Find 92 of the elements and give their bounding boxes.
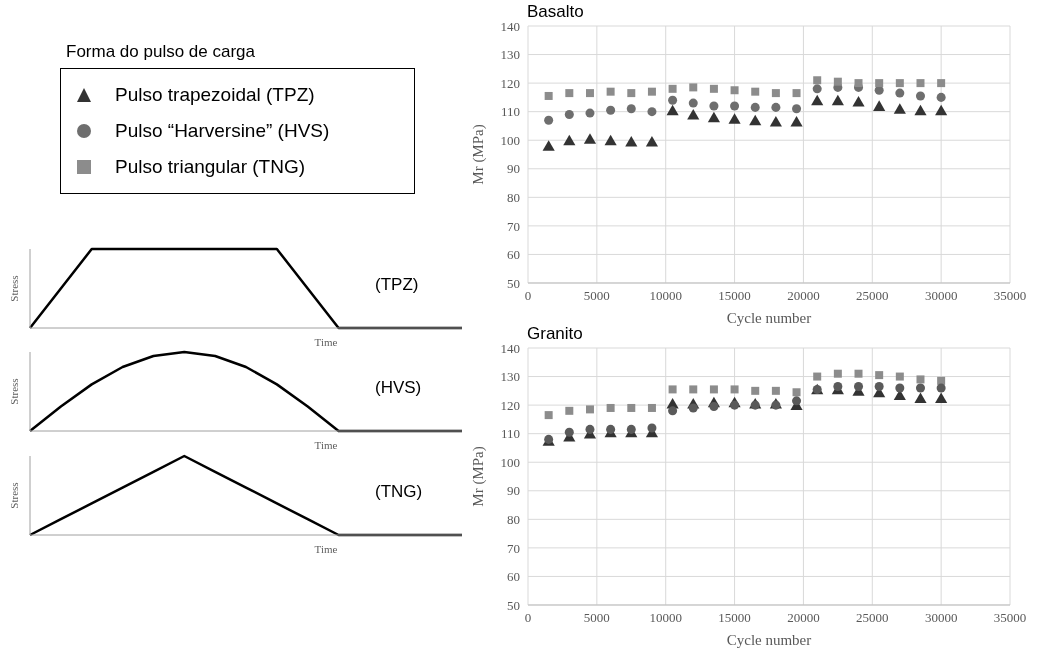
point [689, 385, 698, 394]
point [915, 383, 925, 393]
point [833, 369, 842, 378]
x-tick-label: 10000 [649, 288, 682, 304]
annotation: (TNG) [375, 482, 423, 502]
point [647, 423, 657, 433]
point [874, 382, 884, 392]
point [813, 372, 822, 381]
point [626, 424, 636, 434]
y-tick-label: 130 [500, 47, 520, 63]
point [792, 388, 801, 397]
x-tick-label: 20000 [787, 610, 820, 626]
legend-label: Pulso trapezoidal (TPZ) [115, 84, 315, 106]
point [585, 424, 595, 434]
x-tick-label: 35000 [993, 610, 1027, 626]
point [895, 383, 905, 393]
x-axis-title: Time [314, 543, 338, 555]
point [771, 386, 780, 395]
point [895, 372, 904, 381]
point [936, 383, 946, 393]
annotation: (HVS) [375, 378, 422, 398]
y-tick-label: 140 [500, 18, 520, 34]
y-tick-label: 110 [500, 104, 520, 120]
x-axis-title: Cycle number [726, 632, 812, 648]
point [565, 406, 574, 415]
x-tick-label: 20000 [787, 288, 820, 304]
point [627, 403, 636, 412]
point [914, 392, 927, 403]
point [792, 396, 802, 406]
y-tick-label: 60 [507, 569, 520, 585]
y-axis-title: Stress [7, 275, 20, 302]
legend-label: Pulso triangular (TNG) [115, 156, 306, 178]
point [668, 406, 678, 416]
annotation: (TPZ) [375, 275, 419, 295]
y-tick-label: 130 [500, 369, 520, 385]
legend-label: Pulso “Harversine” (HVS) [115, 120, 330, 142]
point [647, 403, 656, 412]
chart-title: Basalto [527, 2, 584, 22]
y-axis-title: Mr (MPa) [470, 446, 488, 507]
point [854, 369, 863, 378]
y-tick-label: 100 [500, 454, 520, 470]
chart-title: Granito [527, 324, 583, 344]
x-tick-label: 5000 [583, 610, 610, 626]
y-axis-title: Stress [7, 482, 20, 509]
y-tick-label: 140 [500, 340, 520, 356]
y-tick-label: 90 [507, 483, 520, 499]
x-tick-label: 35000 [993, 288, 1027, 304]
point [606, 403, 615, 412]
point [606, 424, 616, 434]
y-axis-title: Stress [7, 378, 20, 405]
y-tick-label: 120 [500, 75, 520, 91]
point [668, 385, 677, 394]
y-tick-label: 50 [507, 597, 520, 613]
point [875, 371, 884, 380]
y-tick-label: 110 [500, 426, 520, 442]
y-axis-title: Mr (MPa) [470, 124, 488, 185]
x-tick-label: 0 [524, 610, 532, 626]
x-axis-title: Cycle number [726, 310, 812, 326]
legend-title: Forma do pulso de carga [66, 42, 256, 62]
point [937, 376, 946, 385]
x-tick-label: 30000 [924, 288, 958, 304]
x-tick-label: 15000 [718, 288, 751, 304]
y-tick-label: 120 [500, 397, 520, 413]
point [564, 427, 574, 437]
x-tick-label: 30000 [924, 610, 958, 626]
point [709, 402, 719, 412]
x-axis-title: Time [314, 336, 338, 348]
point [916, 375, 925, 384]
point [935, 392, 948, 403]
y-tick-label: 90 [507, 161, 520, 177]
y-tick-label: 80 [507, 511, 520, 527]
x-tick-label: 15000 [718, 610, 751, 626]
point [709, 385, 718, 394]
x-axis-title: Time [314, 439, 338, 451]
point [730, 385, 739, 394]
point [730, 400, 740, 410]
point [854, 382, 864, 392]
y-tick-label: 100 [500, 132, 520, 148]
x-tick-label: 25000 [856, 610, 889, 626]
x-tick-label: 5000 [583, 288, 610, 304]
point [585, 405, 594, 414]
y-tick-label: 70 [507, 540, 520, 556]
x-tick-label: 0 [524, 288, 532, 304]
y-tick-label: 60 [507, 247, 520, 263]
point [751, 386, 760, 395]
y-tick-label: 70 [507, 218, 520, 234]
x-tick-label: 25000 [856, 288, 889, 304]
point [688, 403, 698, 413]
y-tick-label: 50 [507, 275, 520, 291]
x-tick-label: 10000 [649, 610, 682, 626]
point [544, 411, 553, 420]
y-tick-label: 80 [507, 189, 520, 205]
